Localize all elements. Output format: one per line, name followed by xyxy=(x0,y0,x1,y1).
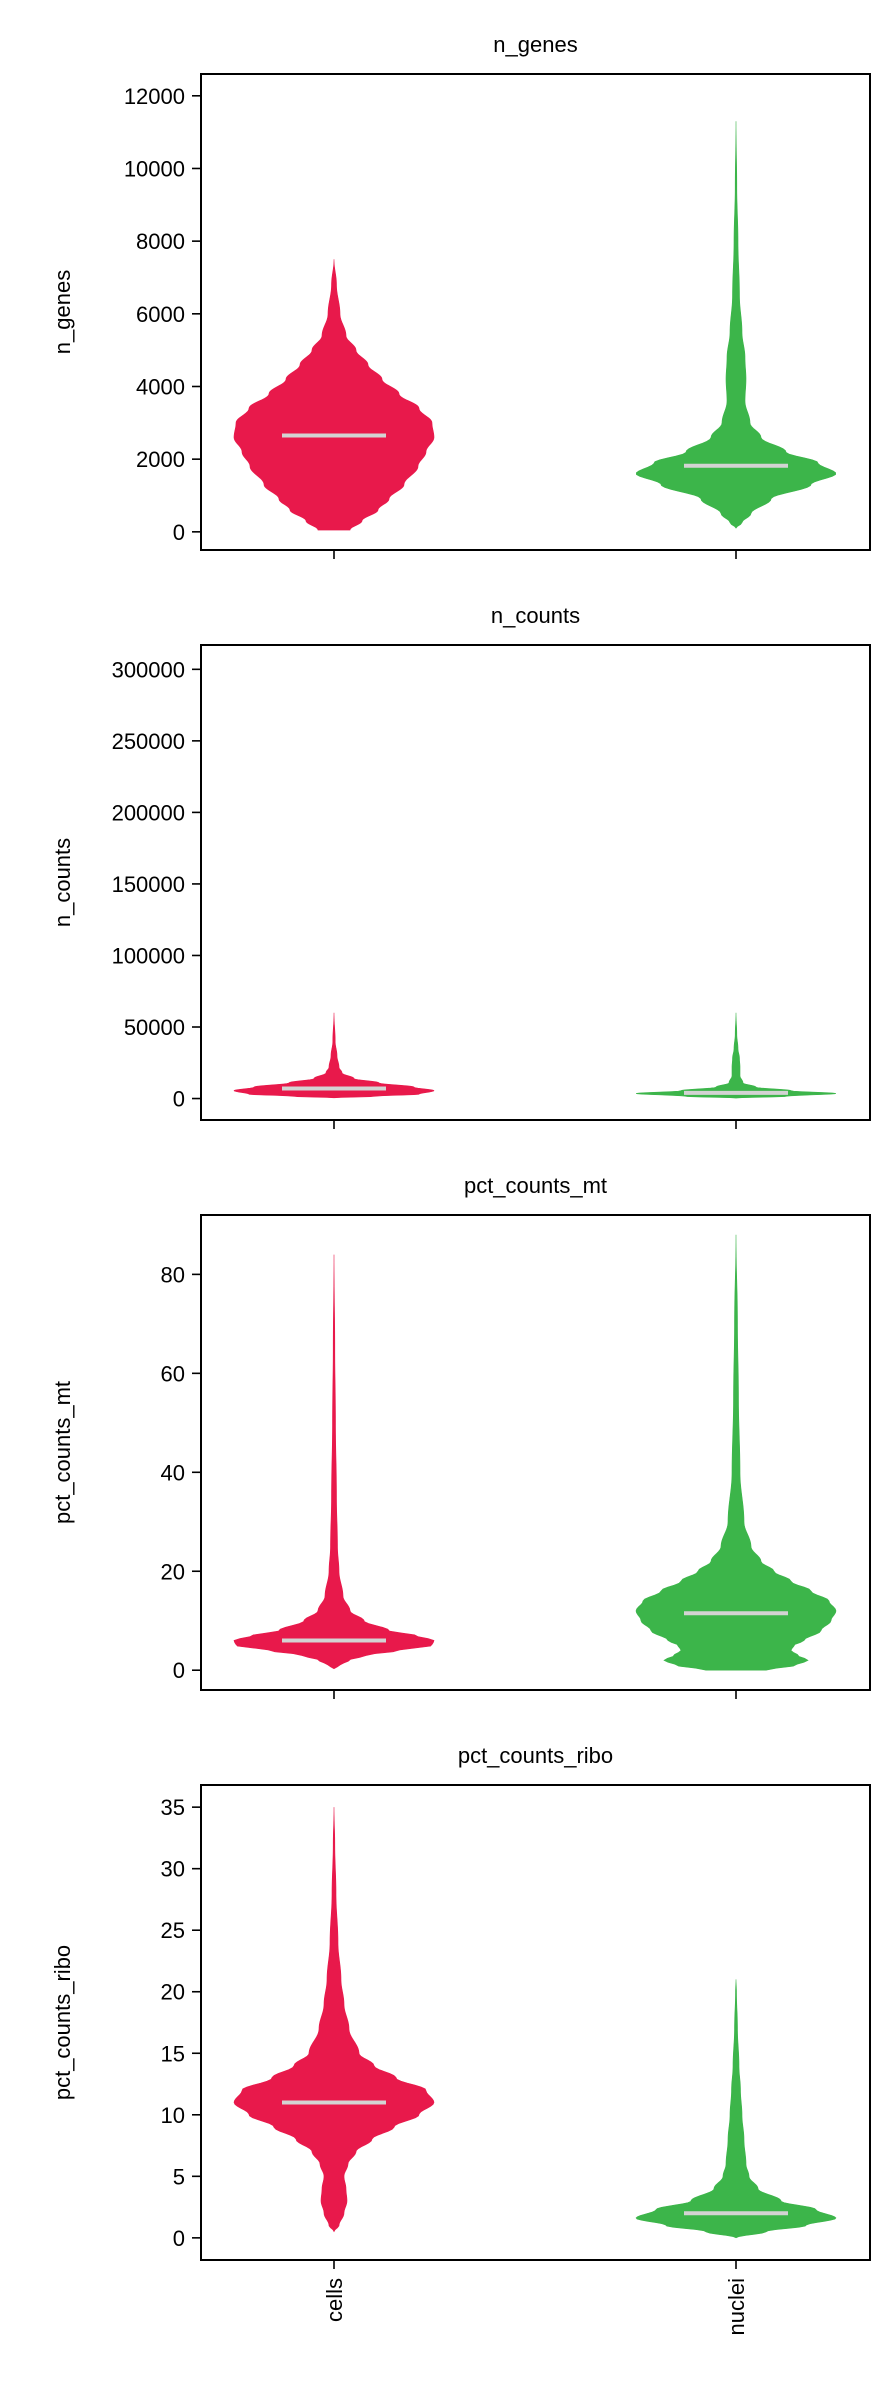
y-tick-label: 12000 xyxy=(124,84,185,109)
plot-frame xyxy=(200,644,871,1121)
y-tick-label: 2000 xyxy=(136,447,185,472)
violin-nuclei xyxy=(636,121,836,529)
y-tick-label: 15 xyxy=(161,2041,185,2066)
y-tick-label: 100000 xyxy=(112,943,185,968)
violin-nuclei xyxy=(636,1012,836,1099)
violin-cells xyxy=(233,1254,435,1670)
y-tick-label: 40 xyxy=(161,1460,185,1485)
y-axis-label: n_genes xyxy=(50,270,75,354)
chart-title: n_genes xyxy=(493,32,577,57)
y-axis-label: pct_counts_mt xyxy=(50,1381,75,1524)
y-tick-label: 200000 xyxy=(112,800,185,825)
y-tick-label: 250000 xyxy=(112,729,185,754)
y-tick-label: 300000 xyxy=(112,657,185,682)
y-tick-label: 8000 xyxy=(136,229,185,254)
y-tick-label: 4000 xyxy=(136,374,185,399)
y-tick-label: 0 xyxy=(173,520,185,545)
y-tick-label: 150000 xyxy=(112,872,185,897)
y-tick-label: 0 xyxy=(173,2226,185,2251)
y-tick-label: 6000 xyxy=(136,302,185,327)
plot-frame xyxy=(200,73,871,551)
y-tick-label: 80 xyxy=(161,1262,185,1287)
chart-title: pct_counts_mt xyxy=(464,1173,607,1198)
x-tick-label-cells: cells xyxy=(322,2278,347,2322)
chart-panel-pct_counts_mt: pct_counts_mt pct_counts_mt 0 20 40 60 80 xyxy=(50,1173,871,1699)
chart-panel-n_counts: n_counts n_counts 0 50000 100000 150000 200000… xyxy=(50,603,871,1129)
y-axis-label: pct_counts_ribo xyxy=(50,1945,75,2100)
plot-frame xyxy=(200,1214,871,1691)
y-tick-label: 20 xyxy=(161,1559,185,1584)
x-tick-label-nuclei: nuclei xyxy=(724,2278,749,2335)
y-tick-label: 0 xyxy=(173,1658,185,1683)
violin-nuclei xyxy=(635,1234,837,1671)
violin-cells xyxy=(233,1012,435,1099)
y-tick-label: 0 xyxy=(173,1087,185,1112)
chart-title: pct_counts_ribo xyxy=(458,1743,613,1768)
y-tick-label: 60 xyxy=(161,1361,185,1386)
chart-panel-pct_counts_ribo: pct_counts_ribo pct_counts_ribo 0 5 10 15 20 25… xyxy=(50,1743,871,2335)
y-axis-label: n_counts xyxy=(50,838,75,927)
y-tick-label: 5 xyxy=(173,2164,185,2189)
y-tick-label: 35 xyxy=(161,1795,185,1820)
violin-cells xyxy=(233,259,435,531)
y-tick-label: 50000 xyxy=(124,1015,185,1040)
plot-frame xyxy=(200,1784,871,2261)
chart-title: n_counts xyxy=(491,603,580,628)
violin-cells xyxy=(233,1807,435,2233)
chart-panel-n_genes: n_genes n_genes 0 2000 4000 6000 8000 10000 1200… xyxy=(50,32,871,559)
y-tick-label: 25 xyxy=(161,1918,185,1943)
violin-nuclei xyxy=(635,1979,837,2239)
y-tick-label: 10000 xyxy=(124,156,185,181)
y-tick-label: 10 xyxy=(161,2103,185,2128)
y-tick-label: 20 xyxy=(161,1980,185,2005)
y-tick-label: 30 xyxy=(161,1857,185,1882)
